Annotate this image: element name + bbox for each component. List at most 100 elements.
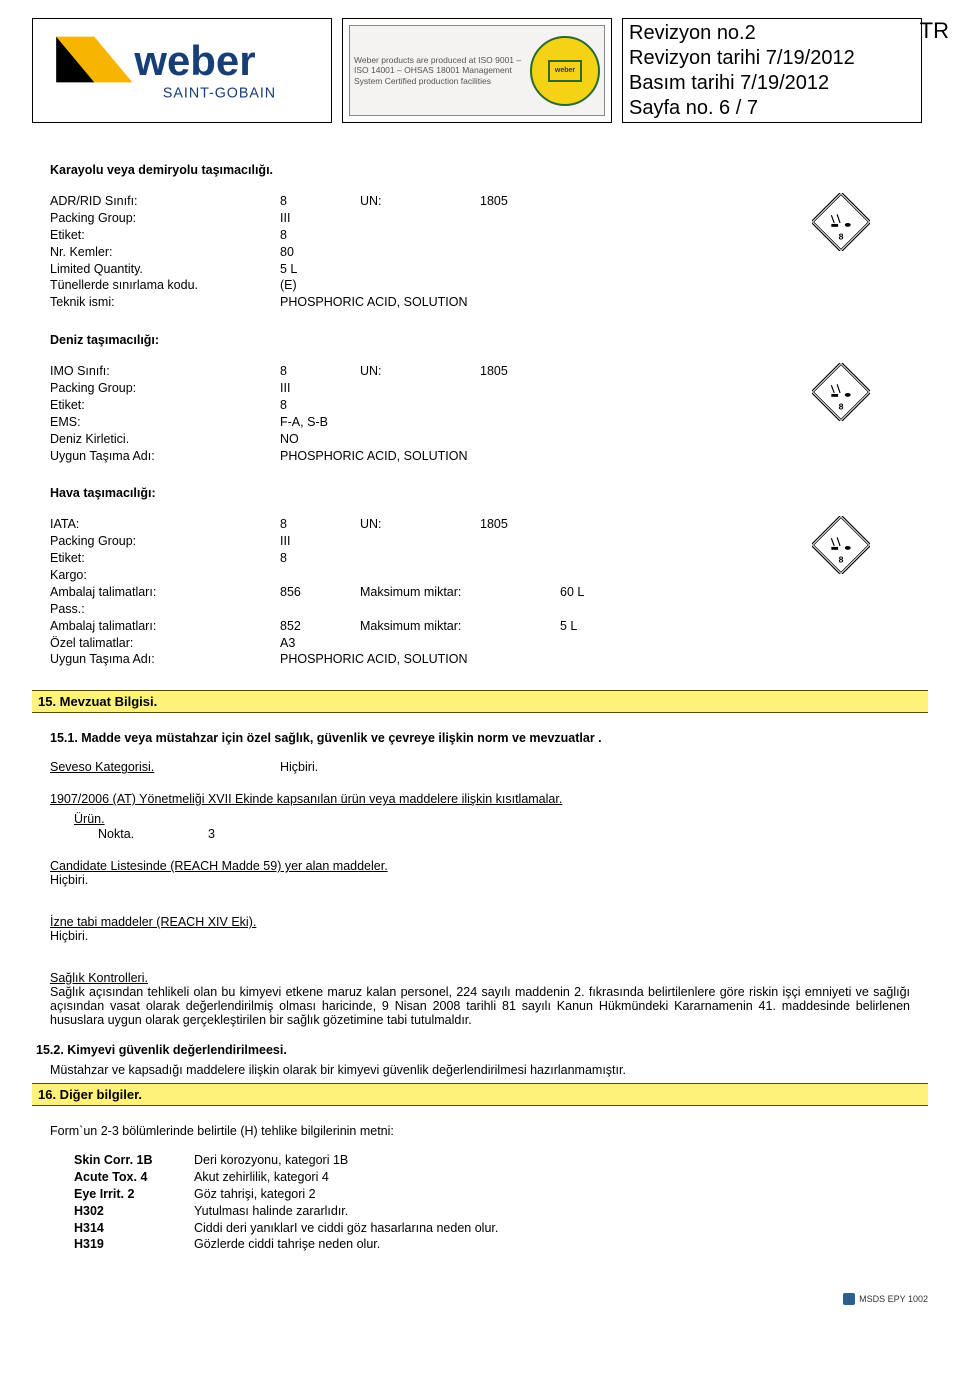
- road-block: ADR/RID Sınıfı:8UN:1805 Packing Group:II…: [50, 193, 910, 311]
- amb1-mm-label: Maksimum miktar:: [360, 584, 560, 601]
- section-15-bar: 15. Mevzuat Bilgisi.: [32, 690, 928, 713]
- kargo-label: Kargo:: [50, 567, 280, 584]
- s15-2-paragraph: Müstahzar ve kapsadığı maddelere ilişkin…: [50, 1063, 910, 1077]
- hazard-8-icon: [812, 363, 870, 421]
- cert-badge-icon: weber: [530, 36, 600, 106]
- hazard-8-icon: [812, 516, 870, 574]
- ems-value: F-A, S-B: [280, 414, 328, 431]
- lq-label: Limited Quantity.: [50, 261, 280, 278]
- s15-1-heading: 15.1. Madde veya müstahzar için özel sağ…: [50, 731, 910, 745]
- seveso-value: Hiçbiri.: [280, 759, 318, 776]
- sea-title: Deniz taşımacılığı:: [50, 333, 910, 347]
- etiket-label: Etiket:: [50, 550, 280, 567]
- svg-text:SAINT-GOBAIN: SAINT-GOBAIN: [163, 86, 276, 102]
- revision-no: Revizyon no.2: [629, 21, 855, 46]
- seveso-label: Seveso Kategorisi.: [50, 759, 280, 776]
- ems-label: EMS:: [50, 414, 280, 431]
- pg-value: III: [280, 210, 290, 227]
- urun-label: Ürün.: [50, 812, 910, 826]
- pg-label: Packing Group:: [50, 210, 280, 227]
- def-row: H314Ciddi deri yanıklarI ve ciddi göz ha…: [74, 1220, 910, 1237]
- ozel-label: Özel talimatlar:: [50, 635, 280, 652]
- uta-value: PHOSPHORIC ACID, SOLUTION: [280, 651, 468, 668]
- hazard-8-icon: [812, 193, 870, 251]
- imo-value: 8: [280, 363, 360, 380]
- amb2-label: Ambalaj talimatları:: [50, 618, 280, 635]
- footer-icon: [843, 1293, 855, 1305]
- uta-label: Uygun Taşıma Adı:: [50, 448, 280, 465]
- pg-label: Packing Group:: [50, 533, 280, 550]
- etiket-value: 8: [280, 550, 287, 567]
- teknik-value: PHOSPHORIC ACID, SOLUTION: [280, 294, 468, 311]
- footer: MSDS EPY 1002: [32, 1293, 928, 1305]
- teknik-label: Teknik ismi:: [50, 294, 280, 311]
- sea-block: IMO Sınıfı:8UN:1805 Packing Group:III Et…: [50, 363, 910, 464]
- definitions-list: Skin Corr. 1BDeri korozyonu, kategori 1B…: [50, 1152, 910, 1253]
- weber-logo: weber SAINT-GOBAIN: [39, 25, 325, 116]
- section-16-bar: 16. Diğer bilgiler.: [32, 1083, 928, 1106]
- nokta-label: Nokta.: [98, 826, 208, 843]
- dk-value: NO: [280, 431, 299, 448]
- footer-text: MSDS EPY 1002: [859, 1294, 928, 1304]
- imo-label: IMO Sınıfı:: [50, 363, 280, 380]
- un-label: UN:: [360, 193, 480, 210]
- etiket-value: 8: [280, 397, 287, 414]
- pg-value: III: [280, 533, 290, 550]
- uta-value: PHOSPHORIC ACID, SOLUTION: [280, 448, 468, 465]
- def-row: Skin Corr. 1BDeri korozyonu, kategori 1B: [74, 1152, 910, 1169]
- def-row: Acute Tox. 4Akut zehirlilik, kategori 4: [74, 1169, 910, 1186]
- adr-value: 8: [280, 193, 360, 210]
- un-value: 1805: [480, 193, 508, 210]
- cert-text: Weber products are produced at ISO 9001 …: [354, 55, 524, 86]
- izne-value: Hiçbiri.: [50, 929, 910, 943]
- tr-mark: TR: [920, 17, 949, 45]
- tunel-label: Tünellerde sınırlama kodu.: [50, 277, 280, 294]
- iata-value: 8: [280, 516, 360, 533]
- s15-2-heading: 15.2. Kimyevi güvenlik değerlendirilmees…: [32, 1043, 910, 1057]
- revision-date: Revizyon tarihi 7/19/2012: [629, 46, 855, 71]
- header: weber SAINT-GOBAIN Weber products are pr…: [32, 18, 928, 123]
- nokta-value: 3: [208, 826, 215, 843]
- amb2-qty: 5 L: [560, 618, 640, 635]
- print-date: Basım tarihi 7/19/2012: [629, 71, 855, 96]
- uta-label: Uygun Taşıma Adı:: [50, 651, 280, 668]
- ozel-value: A3: [280, 635, 295, 652]
- air-block: IATA:8UN:1805 Packing Group:III Etiket:8…: [50, 516, 910, 668]
- revision-info: TR Revizyon no.2 Revizyon tarihi 7/19/20…: [622, 18, 922, 123]
- un-label: UN:: [360, 516, 480, 533]
- amb1-label: Ambalaj talimatları:: [50, 584, 280, 601]
- kemler-value: 80: [280, 244, 294, 261]
- etiket-value: 8: [280, 227, 287, 244]
- amb1-qty: 60 L: [560, 584, 640, 601]
- etiket-label: Etiket:: [50, 227, 280, 244]
- tunel-value: (E): [280, 277, 297, 294]
- air-title: Hava taşımacılığı:: [50, 486, 910, 500]
- pg-label: Packing Group:: [50, 380, 280, 397]
- un-value: 1805: [480, 516, 508, 533]
- def-row: H302Yutulması halinde zararlıdır.: [74, 1203, 910, 1220]
- kemler-label: Nr. Kemler:: [50, 244, 280, 261]
- road-title: Karayolu veya demiryolu taşımacılığı.: [50, 163, 910, 177]
- etiket-label: Etiket:: [50, 397, 280, 414]
- izne-heading: İzne tabi maddeler (REACH XIV Eki).: [50, 915, 910, 929]
- logo-box: weber SAINT-GOBAIN: [32, 18, 332, 123]
- amb2-mm-label: Maksimum miktar:: [360, 618, 560, 635]
- saglik-paragraph: Sağlık açısından tehlikeli olan bu kimye…: [50, 985, 910, 1027]
- adr-label: ADR/RID Sınıfı:: [50, 193, 280, 210]
- candidate-heading: Candidate Listesinde (REACH Madde 59) ye…: [50, 859, 910, 873]
- svg-text:weber: weber: [133, 37, 255, 84]
- page-no: Sayfa no. 6 / 7: [629, 96, 855, 121]
- candidate-value: Hiçbiri.: [50, 873, 910, 887]
- s16-intro: Form`un 2-3 bölümlerinde belirtile (H) t…: [50, 1124, 910, 1138]
- def-row: Eye Irrit. 2Göz tahrişi, kategori 2: [74, 1186, 910, 1203]
- dk-label: Deniz Kirletici.: [50, 431, 280, 448]
- un-label: UN:: [360, 363, 480, 380]
- iata-label: IATA:: [50, 516, 280, 533]
- amb1-value: 856: [280, 584, 360, 601]
- pg-value: III: [280, 380, 290, 397]
- def-row: H319Gözlerde ciddi tahrişe neden olur.: [74, 1236, 910, 1253]
- cert-box: Weber products are produced at ISO 9001 …: [342, 18, 612, 123]
- pass-label: Pass.:: [50, 601, 280, 618]
- lq-value: 5 L: [280, 261, 297, 278]
- restrict-heading: 1907/2006 (AT) Yönetmeliği XVII Ekinde k…: [50, 792, 910, 806]
